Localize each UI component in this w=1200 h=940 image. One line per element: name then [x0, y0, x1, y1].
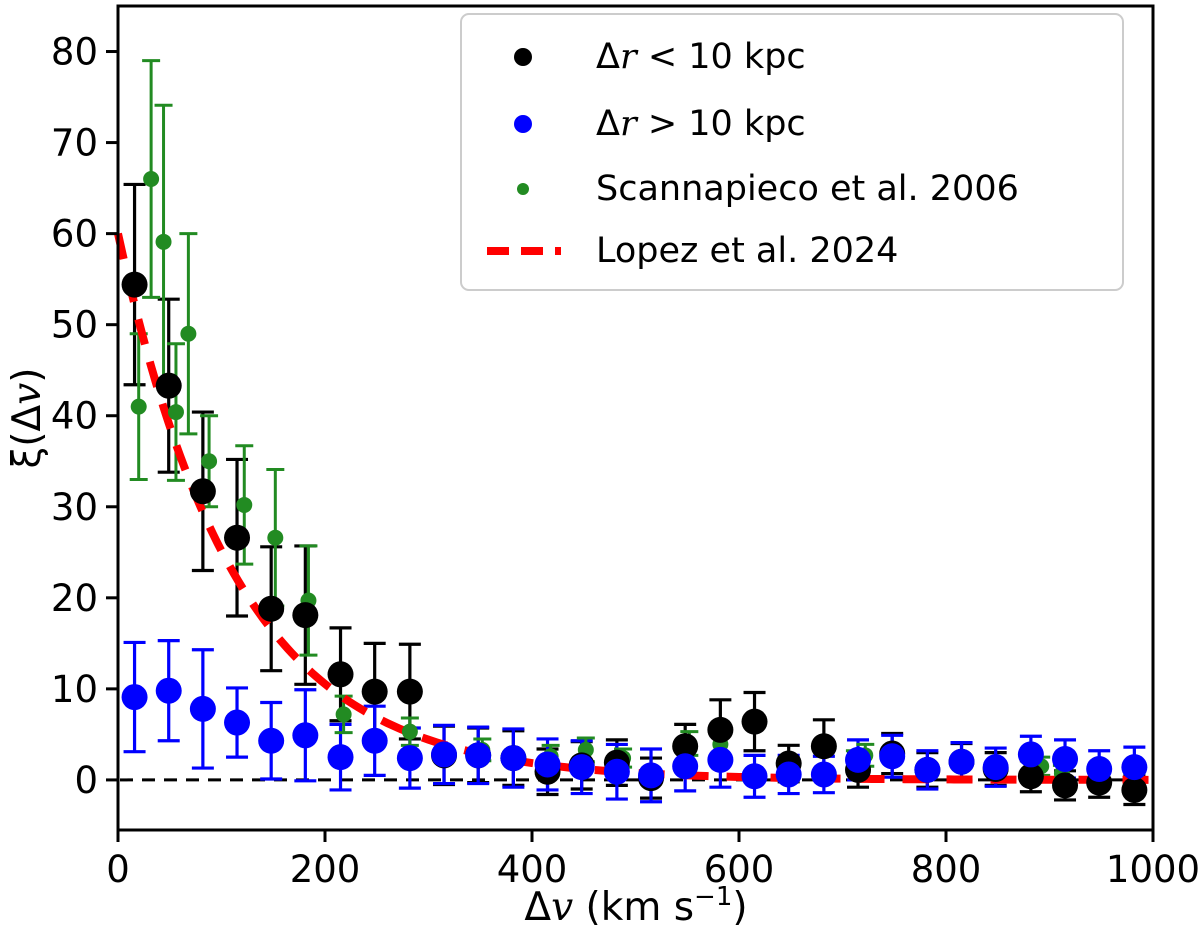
y-tick-label: 40 [51, 395, 98, 438]
y-axis-ticks [106, 50, 118, 782]
data-point [167, 404, 184, 421]
data-point [396, 678, 423, 705]
data-point [672, 753, 699, 780]
legend-label-2: Scannapieco et al. 2006 [596, 169, 1019, 209]
y-tick-label: 50 [51, 304, 98, 347]
legend-box [460, 13, 1124, 291]
legend[interactable]: Δr < 10 kpc Δr > 10 kpc Scannapieco et al.… [460, 13, 1124, 291]
y-tick-label: 10 [51, 668, 98, 711]
data-point [189, 695, 216, 722]
data-point [603, 758, 630, 785]
legend-marker-2 [517, 183, 529, 195]
data-point [258, 595, 285, 622]
series-dr-gt-10kpc-points [121, 677, 1148, 790]
data-point [672, 733, 699, 760]
data-point [982, 754, 1009, 781]
x-axis-tick-labels: 0 200 400 600 800 1000 [106, 848, 1200, 891]
data-point [1017, 741, 1044, 768]
x-tick-label: 800 [911, 848, 982, 891]
data-point [396, 745, 423, 772]
data-point [879, 743, 906, 770]
x-axis-ticks [116, 830, 1155, 842]
data-point [534, 751, 561, 778]
data-point [638, 762, 665, 789]
data-point [707, 746, 734, 773]
data-point [121, 271, 148, 298]
data-point [155, 233, 172, 250]
data-point [845, 746, 872, 773]
legend-label-0: Δr < 10 kpc [596, 37, 806, 77]
data-point [361, 678, 388, 705]
legend-marker-0 [514, 48, 532, 66]
x-tick-label: 1000 [1106, 848, 1200, 891]
data-point [465, 742, 492, 769]
data-point [292, 722, 319, 749]
data-point [741, 763, 768, 790]
data-point [741, 708, 768, 735]
y-tick-label: 70 [51, 122, 98, 165]
fit-line [114, 232, 1153, 784]
data-point [224, 524, 251, 551]
data-point [431, 741, 458, 768]
data-point [327, 744, 354, 771]
data-point [201, 453, 218, 470]
data-point [1017, 763, 1044, 790]
data-point [401, 723, 418, 740]
data-point [1052, 772, 1079, 799]
data-point [121, 684, 148, 711]
y-tick-label: 30 [51, 486, 98, 529]
data-point [500, 745, 527, 772]
data-point [267, 529, 284, 546]
data-point [189, 478, 216, 505]
legend-label-1: Δr > 10 kpc [596, 104, 806, 144]
data-point [155, 372, 182, 399]
x-tick-label: 400 [497, 848, 568, 891]
data-point [1121, 754, 1148, 781]
x-tick-label: 0 [106, 848, 130, 891]
y-tick-label: 20 [51, 577, 98, 620]
legend-label-3: Lopez et al. 2024 [596, 231, 898, 271]
y-axis-tick-labels: 0 10 20 30 40 50 60 70 80 [51, 31, 98, 802]
data-point [810, 733, 837, 760]
data-point [775, 761, 802, 788]
data-point [568, 754, 595, 781]
data-point [143, 170, 160, 187]
data-point [707, 716, 734, 743]
y-tick-label: 80 [51, 31, 98, 74]
data-point [224, 709, 251, 736]
data-point [914, 756, 941, 783]
y-tick-label: 60 [51, 213, 98, 256]
axes-spines [116, 4, 1155, 832]
data-point [1086, 755, 1113, 782]
data-point [180, 325, 197, 342]
data-point [810, 761, 837, 788]
fit-curve-lopez-2024 [114, 232, 1153, 784]
y-tick-label: 0 [74, 759, 98, 802]
data-point [948, 748, 975, 775]
x-tick-label: 600 [704, 848, 775, 891]
x-axis-label: Δv (km s−1) [524, 882, 747, 930]
data-point [361, 727, 388, 754]
data-point [130, 398, 147, 415]
data-point [258, 727, 285, 754]
legend-marker-1 [514, 115, 532, 133]
data-point [236, 496, 253, 513]
data-point [1052, 745, 1079, 772]
data-point [327, 661, 354, 688]
data-point [1121, 776, 1148, 803]
data-point [335, 706, 352, 723]
svg-text:ξ(Δv): ξ(Δv) [5, 368, 50, 469]
y-axis-label: ξ(Δv) [5, 368, 50, 469]
legend-entries: Δr < 10 kpc Δr > 10 kpc Scannapieco et al.… [487, 37, 1019, 271]
data-point [155, 677, 182, 704]
x-tick-label: 200 [290, 848, 361, 891]
data-point [292, 602, 319, 629]
